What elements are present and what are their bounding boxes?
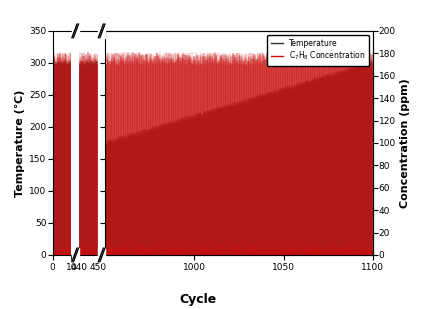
Legend: Temperature, C$_7$H$_8$ Concentration: Temperature, C$_7$H$_8$ Concentration (267, 35, 369, 66)
Y-axis label: Concentration (ppm): Concentration (ppm) (400, 78, 410, 208)
Y-axis label: Temperature (℃): Temperature (℃) (15, 89, 25, 197)
Text: Cycle: Cycle (179, 293, 216, 306)
